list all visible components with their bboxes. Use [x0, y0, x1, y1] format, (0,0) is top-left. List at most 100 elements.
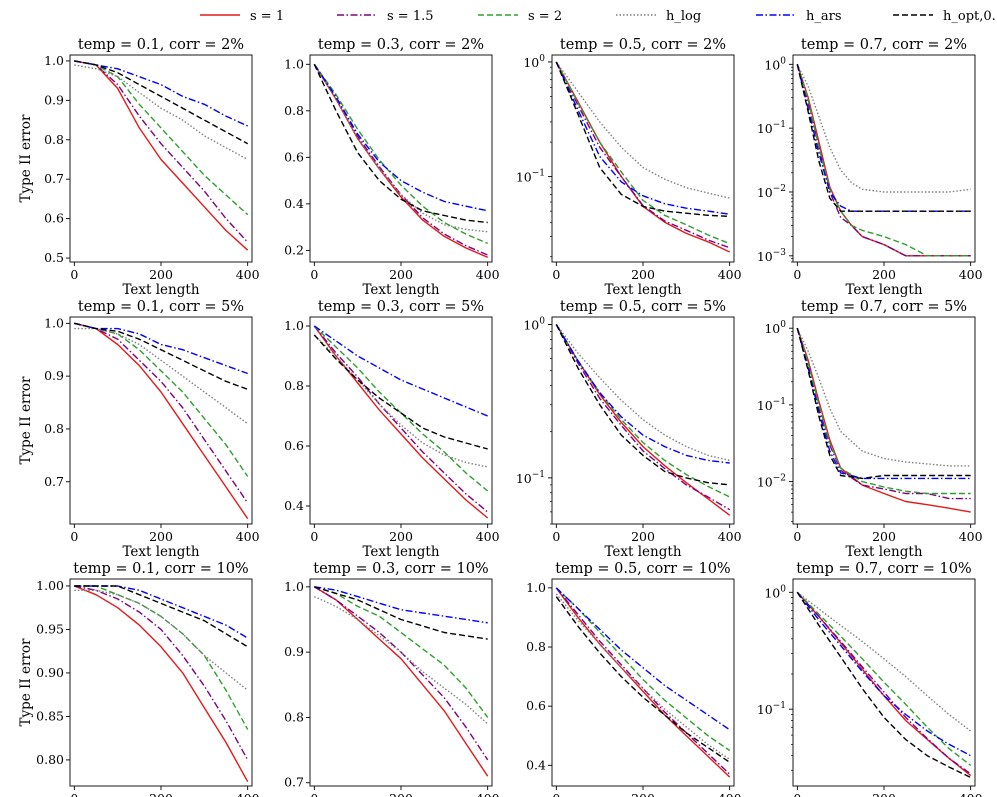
legend-label: s = 1 — [250, 9, 284, 24]
x-tick-label: 0 — [552, 529, 560, 544]
x-tick-label: 0 — [70, 791, 78, 797]
subplot-title: temp = 0.1, corr = 5% — [78, 299, 244, 315]
series-line — [555, 324, 730, 462]
x-tick-label: 400 — [959, 267, 983, 282]
y-tick-label: 1.0 — [284, 318, 304, 333]
series-line — [314, 586, 489, 718]
series-line — [555, 324, 730, 486]
y-tick-label: 0.8 — [284, 709, 304, 724]
series-line — [796, 328, 971, 500]
y-tick-label: 1.0 — [44, 315, 64, 330]
x-tick-label: 400 — [476, 529, 500, 544]
y-tick-label: 0.2 — [284, 242, 304, 257]
series-line — [313, 325, 489, 492]
series-line — [74, 585, 249, 730]
series-line — [313, 64, 488, 224]
legend-label: h_log — [666, 9, 701, 24]
series-line — [796, 327, 971, 495]
series-line — [555, 587, 731, 775]
x-axis-label: Text length — [845, 282, 922, 298]
subplot: temp = 0.1, corr = 10% 0 200 400 0.80 0.85 0.9… — [18, 561, 260, 797]
x-tick-label: 0 — [552, 791, 560, 797]
series-line — [796, 591, 972, 757]
x-tick-label: 200 — [389, 267, 413, 282]
subplot: temp = 0.1, corr = 2% 0 200 400 0.5 0.6 0.7 0.8… — [18, 37, 260, 298]
subplot: temp = 0.3, corr = 2% 0 200 400 0.2 0.4 0.6 0.8… — [284, 37, 500, 298]
series-line — [555, 61, 730, 245]
series-group — [313, 586, 489, 777]
series-line — [74, 322, 249, 504]
x-tick-label: 0 — [310, 791, 318, 797]
y-tick-label: 10−1 — [757, 397, 786, 413]
plot-frame — [309, 578, 493, 787]
x-tick-label: 200 — [872, 267, 896, 282]
subplot-title: temp = 0.7, corr = 10% — [796, 561, 971, 577]
y-tick-label: 0.4 — [284, 498, 304, 513]
series-line — [74, 60, 249, 243]
subplot: temp = 0.5, corr = 2% 0 200 400 10−1 100 Text … — [516, 37, 742, 298]
y-tick-label: 0.90 — [36, 665, 64, 680]
subplot: temp = 0.1, corr = 5% 0 200 400 0.7 0.8 0.9 1.0… — [18, 299, 260, 560]
series-line — [796, 328, 971, 480]
x-tick-label: 400 — [959, 529, 983, 544]
series-group — [313, 63, 488, 258]
subplot-title: temp = 0.3, corr = 2% — [318, 37, 484, 53]
series-line — [555, 593, 731, 760]
y-tick-label: 0.8 — [44, 132, 64, 147]
series-line — [314, 595, 489, 725]
series-line — [74, 585, 249, 761]
series-line — [796, 64, 971, 212]
series-line — [313, 63, 488, 233]
x-axis-label: Text length — [362, 544, 439, 560]
series-line — [796, 327, 971, 467]
subplot: temp = 0.7, corr = 5% 0 200 400 10−2 10−1 100 T… — [757, 299, 983, 560]
series-line — [796, 328, 971, 480]
legend-label: s = 2 — [528, 9, 562, 24]
series-line — [314, 586, 488, 624]
x-axis-label: Text length — [122, 544, 199, 560]
series-line — [313, 586, 489, 777]
subplot-title: temp = 0.7, corr = 5% — [801, 299, 967, 315]
x-tick-label: 200 — [389, 791, 413, 797]
series-group — [74, 322, 249, 520]
subplot: temp = 0.3, corr = 10% 0 200 400 0.7 0.8 0.9 1.… — [284, 561, 500, 797]
y-tick-label: 1.0 — [526, 580, 546, 595]
series-line — [796, 591, 972, 777]
legend-entry: h_log — [616, 9, 701, 24]
series-line — [796, 63, 971, 193]
plot-frame — [69, 578, 253, 787]
x-tick-label: 200 — [389, 529, 413, 544]
y-tick-label: 1.0 — [44, 53, 64, 68]
y-tick-label: 0.8 — [44, 421, 64, 436]
y-tick-label: 0.7 — [44, 171, 64, 186]
x-tick-label: 200 — [631, 267, 655, 282]
series-line — [74, 60, 249, 251]
y-tick-label: 0.4 — [526, 757, 546, 772]
x-tick-label: 400 — [476, 791, 500, 797]
series-line — [555, 61, 730, 249]
series-line — [74, 585, 249, 783]
y-tick-label: 1.0 — [284, 56, 304, 71]
series-line — [796, 64, 971, 257]
x-tick-label: 400 — [236, 791, 260, 797]
x-tick-label: 400 — [236, 529, 260, 544]
series-group — [313, 325, 489, 519]
y-tick-label: 0.5 — [44, 250, 64, 265]
series-line — [313, 334, 488, 450]
x-tick-label: 400 — [718, 267, 742, 282]
x-tick-label: 200 — [631, 791, 655, 797]
x-tick-label: 0 — [793, 529, 801, 544]
series-line — [555, 587, 731, 731]
plot-frame — [551, 54, 735, 263]
y-tick-label: 10−2 — [757, 474, 786, 490]
series-line — [74, 64, 249, 161]
x-tick-label: 400 — [959, 791, 983, 797]
subplot: temp = 0.7, corr = 10%020040010−1100Text… — [757, 561, 983, 797]
series-line — [555, 324, 731, 516]
y-tick-label: 0.95 — [36, 621, 64, 636]
x-tick-label: 0 — [793, 791, 801, 797]
series-line — [555, 61, 730, 218]
y-tick-label: 1.00 — [36, 578, 64, 593]
series-line — [796, 64, 971, 212]
legend-entry: h_opt,0.1 — [893, 9, 997, 24]
